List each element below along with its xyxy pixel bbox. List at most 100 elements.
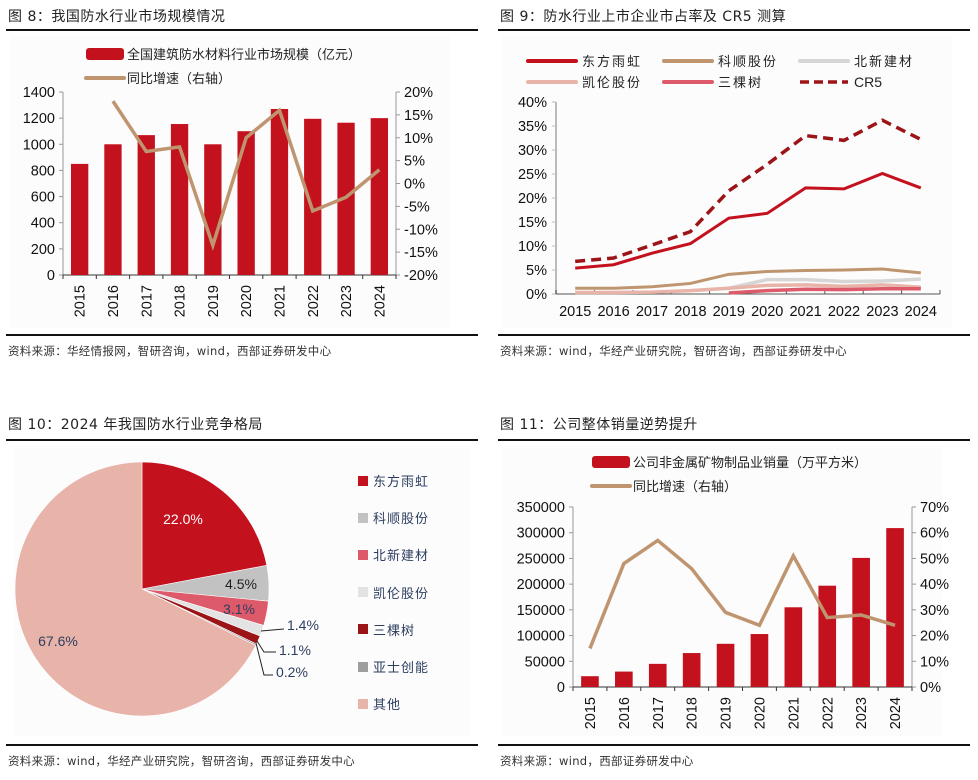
fig9-legend-label: 凯伦股份: [582, 75, 642, 90]
figure-8-title: 图 8：我国防水行业市场规模情况: [8, 9, 226, 25]
fig9-y-tick-label: 35%: [518, 119, 547, 135]
pie-label: 1.4%: [287, 617, 319, 633]
pie-slice-东方雨虹: [141, 461, 268, 590]
fig8-right-tick-label: -5%: [404, 199, 430, 215]
fig9-x-tick-label: 2016: [597, 304, 629, 320]
pie-label: 22.0%: [163, 511, 203, 527]
fig11-right-tick-label: 70%: [920, 500, 949, 516]
fig8-bar: [270, 108, 289, 275]
figure-9-top-rule: [498, 29, 970, 31]
fig8-x-tick-label: 2023: [339, 285, 355, 317]
fig11-x-tick-label: 2021: [786, 697, 802, 729]
fig8-bar: [370, 118, 389, 276]
fig11-left-tick-label: 300000: [517, 526, 565, 542]
fig8-x-tick-label: 2016: [106, 285, 122, 317]
figure-10-source: 资料来源：wind，华经产业研究院，智研咨询，西部证券研发中心: [8, 754, 355, 768]
fig11-growth-line: [588, 538, 896, 650]
fig11-right-tick-label: 30%: [920, 603, 949, 619]
fig11-bar: [886, 528, 904, 687]
fig9-legend-label: CR5: [854, 74, 882, 90]
fig11-left-tick-label: 200000: [517, 577, 565, 593]
pie-slice-其他: [14, 461, 257, 717]
pie-label: 4.5%: [225, 576, 257, 592]
figure-9-plot-area: [502, 36, 952, 328]
pie-legend-label: 东方雨虹: [373, 475, 430, 490]
fig9-y-tick-label: 5%: [526, 263, 547, 279]
fig8-x-tick-label: 2017: [139, 285, 155, 317]
fig9-x-tick-label: 2015: [559, 304, 591, 320]
figure-9-chart: 0% 5% 10% 15% 20% 25% 30% 35% 40% 2015 2016 2017 201…: [518, 54, 941, 320]
pie-legend-swatch: [358, 475, 368, 486]
fig8-bar: [304, 118, 322, 276]
fig11-right-tick-label: 50%: [920, 551, 949, 567]
fig9-x-tick-label: 2021: [789, 304, 821, 320]
fig8-growth-line: [111, 100, 381, 251]
fig8-legend-line-label: 同比增速（右轴）: [127, 71, 231, 86]
fig11-bar: [818, 585, 837, 687]
fig9-legend-label: 北新建材: [854, 54, 914, 69]
fig8-x-tick-label: 2018: [173, 285, 189, 317]
fig8-left-tick-label: 1000: [23, 137, 55, 153]
figure-11-source: 资料来源：wind，西部证券研发中心: [500, 754, 694, 768]
fig9-legend-label: 科顺股份: [718, 54, 778, 69]
fig11-right-tick-label: 20%: [920, 629, 949, 645]
fig9-x-tick-label: 2018: [674, 304, 706, 320]
fig8-x-tick-label: 2021: [272, 285, 288, 317]
fig8-legend-bar-swatch: [86, 48, 124, 60]
fig11-bar: [682, 653, 701, 687]
fig11-bar: [852, 557, 870, 687]
fig8-right-tick-label: 20%: [404, 85, 433, 101]
fig9-x-tick-label: 2019: [713, 304, 745, 320]
fig9-line-东方雨虹: [575, 171, 922, 270]
fig11-legend-bar-swatch: [592, 456, 630, 468]
fig11-bar: [615, 671, 633, 687]
fig11-legend-line-label: 同比增速（右轴）: [633, 479, 737, 494]
figure-10-title: 图 10：2024 年我国防水行业竞争格局: [8, 417, 263, 433]
figure-8-top-rule: [6, 29, 478, 31]
fig8-right-tick-label: 5%: [404, 154, 425, 170]
figure-9-bottom-rule: [498, 334, 970, 336]
fig8-right-tick-label: 10%: [404, 131, 433, 147]
fig11-x-tick-label: 2016: [617, 697, 633, 729]
figure-9-source: 资料来源：wind，华经产业研究院，智研咨询，西部证券研发中心: [500, 344, 847, 358]
figure-9-title: 图 9：防水行业上市企业市占率及 CR5 测算: [500, 9, 787, 25]
pie-legend-item: 北新建材: [358, 545, 429, 564]
fig8-right-tick-label: -15%: [404, 245, 438, 261]
fig8-left-tick-label: 1200: [23, 111, 55, 127]
figure-11-title: 图 11：公司整体销量逆势提升: [500, 417, 698, 433]
figure-10-bottom-rule: [6, 744, 478, 746]
pie-legend-label: 亚士创能: [373, 661, 430, 676]
fig9-line-科顺股份: [575, 267, 921, 290]
fig8-right-tick-label: 0%: [404, 177, 425, 193]
fig11-bar: [750, 634, 769, 687]
fig11-right-tick-label: 10%: [920, 654, 949, 670]
fig8-right-tick-label: 15%: [404, 108, 433, 124]
fig9-y-tick-label: 15%: [518, 215, 547, 231]
fig11-x-tick-label: 2022: [820, 697, 836, 729]
fig8-x-tick-label: 2020: [239, 285, 255, 317]
fig8-x-tick-label: 2015: [73, 285, 89, 317]
fig8-bar: [104, 144, 122, 275]
fig11-bar: [581, 676, 599, 687]
fig8-bar: [204, 144, 222, 275]
figure-8-chart: 0 200 400 600 800 1000 1200 1400 -20% -15% -10% -5%…: [23, 47, 438, 317]
fig11-left-tick-label: 100000: [517, 629, 565, 645]
fig9-x-tick-label: 2020: [751, 304, 783, 320]
fig11-x-tick-label: 2020: [752, 697, 768, 729]
fig9-x-tick-label: 2017: [636, 304, 668, 320]
fig9-y-tick-label: 20%: [518, 191, 547, 207]
pie-legend-label: 科顺股份: [373, 512, 430, 528]
fig8-left-tick-label: 800: [31, 163, 55, 179]
pie-legend-swatch: [358, 698, 368, 709]
pie-legend-label: 凯伦股份: [373, 586, 430, 602]
pie-leader-line: [260, 628, 285, 632]
pie-legend-swatch: [358, 624, 368, 635]
fig8-x-tick-label: 2024: [372, 285, 388, 317]
fig9-y-tick-label: 0%: [526, 287, 547, 303]
fig11-right-tick-label: 0%: [920, 680, 941, 696]
pie-legend-label: 三棵树: [373, 623, 416, 639]
fig11-left-tick-label: 250000: [517, 551, 565, 567]
figure-10-chart: 22.0% 4.5% 3.1% 1.4% 1.1% 0.2% 67.6%: [14, 461, 319, 717]
fig11-x-tick-label: 2015: [583, 697, 599, 729]
pie-label: 1.1%: [279, 642, 311, 658]
